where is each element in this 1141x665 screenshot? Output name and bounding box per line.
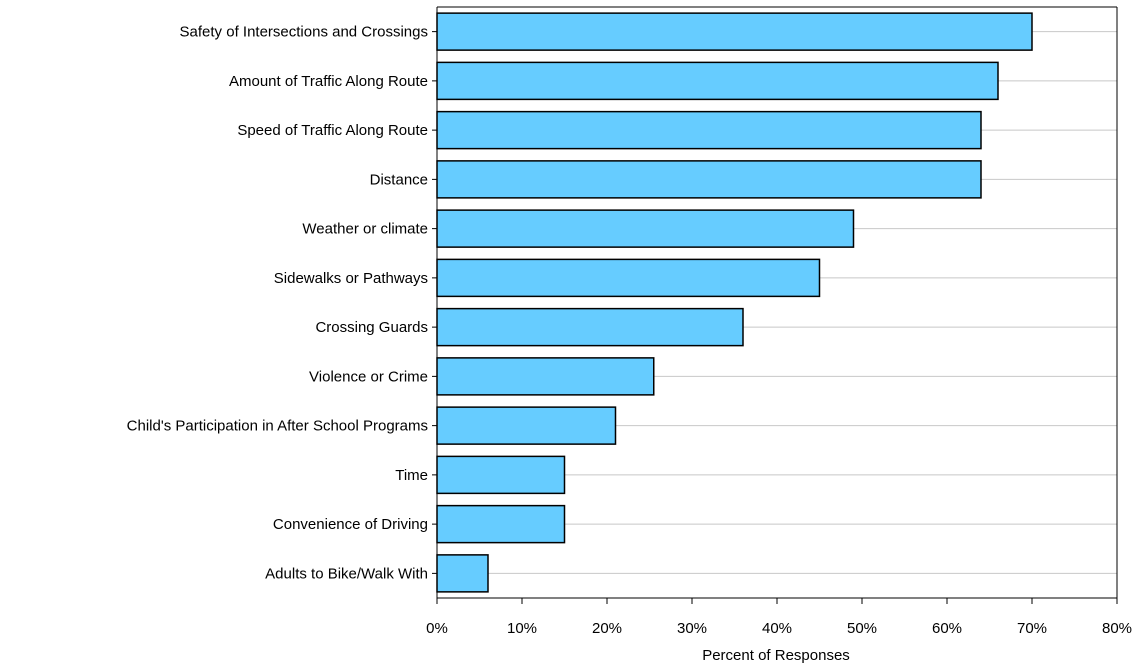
bar-sidewalks-or-pathways xyxy=(436,258,821,298)
category-label-weather-or-climate: Weather or climate xyxy=(302,221,428,238)
bar-distance xyxy=(436,160,982,199)
axis-layer xyxy=(432,6,1118,604)
bar-amount-of-traffic-along-route xyxy=(436,61,999,101)
x-tick-label-10: 10% xyxy=(507,620,537,637)
bar-adults-to-bike-walk-with xyxy=(436,554,489,593)
category-label-adults-to-bike-walk-with: Adults to Bike/Walk With xyxy=(265,565,428,582)
bar-crossing-guards xyxy=(436,307,744,347)
category-label-distance: Distance xyxy=(370,171,428,188)
bar-safety-of-intersections-and-crossings xyxy=(436,12,1033,51)
x-tick-label-30: 30% xyxy=(677,620,707,637)
label-layer: Safety of Intersections and Crossings Amo… xyxy=(127,24,1132,637)
category-label-time: Time xyxy=(395,467,428,484)
bar-speed-of-traffic-along-route xyxy=(436,110,982,150)
category-label-crossing-guards: Crossing Guards xyxy=(315,319,428,336)
category-label-violence-or-crime: Violence or Crime xyxy=(309,368,428,385)
x-tick-label-60: 60% xyxy=(932,620,962,637)
x-axis-title: Percent of Responses xyxy=(702,647,850,664)
bar-weather-or-climate xyxy=(436,209,855,248)
category-label-child-s-participation-in-after-school-programs: Child's Participation in After School Pr… xyxy=(127,418,428,435)
bar-layer xyxy=(436,12,1033,593)
category-label-sidewalks-or-pathways: Sidewalks or Pathways xyxy=(274,270,428,287)
x-tick-label-80: 80% xyxy=(1102,620,1132,637)
bar-time xyxy=(436,455,566,495)
bar-violence-or-crime xyxy=(436,357,655,396)
x-tick-label-0: 0% xyxy=(426,620,448,637)
category-label-speed-of-traffic-along-route: Speed of Traffic Along Route xyxy=(237,122,428,139)
x-tick-label-20: 20% xyxy=(592,620,622,637)
category-label-amount-of-traffic-along-route: Amount of Traffic Along Route xyxy=(229,73,428,90)
bar-child-s-participation-in-after-school-programs xyxy=(436,406,617,445)
x-tick-label-40: 40% xyxy=(762,620,792,637)
category-label-safety-of-intersections-and-crossings: Safety of Intersections and Crossings xyxy=(180,24,428,41)
category-label-convenience-of-driving: Convenience of Driving xyxy=(273,516,428,533)
x-tick-label-50: 50% xyxy=(847,620,877,637)
bar-convenience-of-driving xyxy=(436,504,566,544)
x-tick-label-70: 70% xyxy=(1017,620,1047,637)
